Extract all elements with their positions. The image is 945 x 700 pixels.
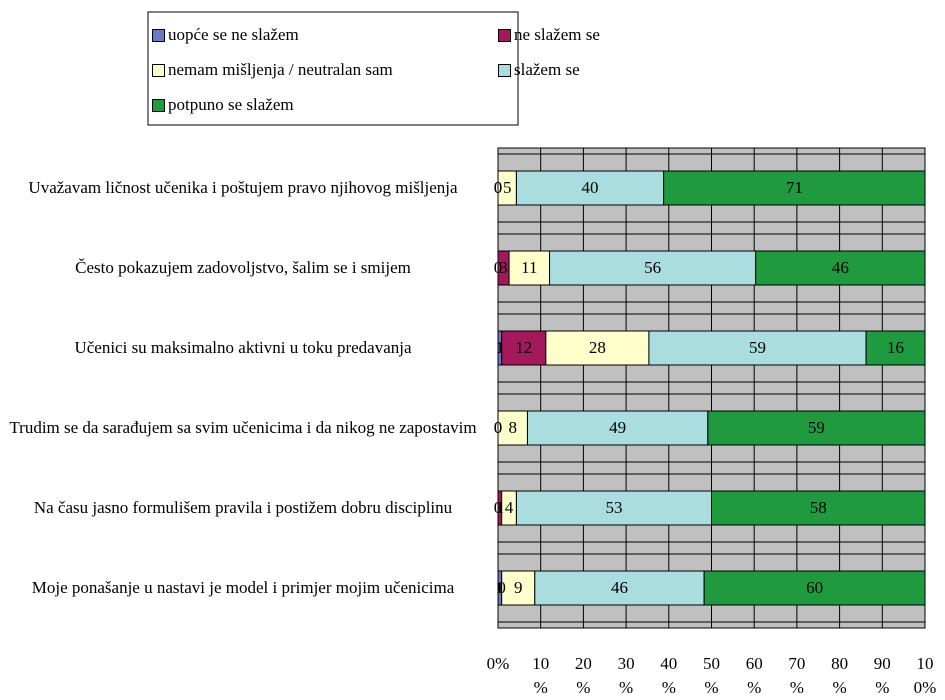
category-label: Uvažavam ličnost učenika i poštujem prav… [28, 178, 458, 197]
bar-segment [497, 410, 528, 446]
x-tick-label: 0% [486, 654, 510, 673]
bar-segment [501, 330, 547, 366]
bar-segment [501, 570, 536, 606]
x-tick-label: 40 % [660, 654, 678, 697]
category-label: Na času jasno formulišem pravila i posti… [33, 498, 453, 517]
x-tick-label: 50 % [703, 654, 720, 697]
data-label: 0 [494, 418, 503, 437]
data-label: 49 [609, 418, 626, 437]
data-label: 0 [494, 418, 503, 437]
plot-frame [497, 147, 926, 629]
bar-segment [648, 330, 867, 366]
x-tick-label: 10 0% [913, 654, 937, 697]
data-label: 0 [494, 258, 503, 277]
x-tick-label: 30 % [617, 654, 635, 697]
data-label: 71 [786, 178, 803, 197]
data-label: 1 [496, 578, 505, 597]
data-label: 0 [494, 178, 503, 197]
bar-segment [515, 170, 665, 206]
bar-segment [549, 250, 757, 286]
data-label: 59 [808, 418, 825, 437]
data-label: 59 [749, 338, 766, 357]
data-label: 16 [887, 338, 904, 357]
x-tick-label: 80 % [831, 654, 849, 697]
data-label: 58 [810, 498, 827, 517]
legend-label: slažem se [514, 60, 580, 79]
x-tick-label: 20 % [574, 654, 592, 697]
bar-segment [545, 330, 650, 366]
data-label: 0 [497, 578, 506, 597]
data-label: 28 [589, 338, 606, 357]
data-label: 46 [611, 578, 628, 597]
legend-label: uopće se ne slažem [168, 25, 299, 44]
data-label: 0 [494, 178, 503, 197]
data-label: 1 [496, 498, 505, 517]
legend-label: ne slažem se [514, 25, 600, 44]
data-label: 40 [582, 178, 599, 197]
bar-segment [526, 410, 709, 446]
bar-segment [703, 570, 926, 606]
category-label: Učenici su maksimalno aktivni u toku pre… [74, 338, 412, 357]
data-label: 53 [605, 498, 622, 517]
bar-segment [508, 250, 551, 286]
legend-swatch [498, 64, 511, 77]
legend-swatch [152, 29, 165, 42]
category-label: Moje ponašanje u nastavi je model i prim… [31, 578, 455, 597]
data-label: 9 [514, 578, 523, 597]
data-label: 0 [494, 498, 503, 517]
data-label: 56 [644, 258, 661, 277]
legend-swatch [152, 99, 165, 112]
data-label: 4 [505, 498, 514, 517]
x-tick-label: 60 % [745, 654, 763, 697]
bar-segment [711, 490, 926, 526]
legend-swatch [498, 29, 511, 42]
bar-segment [707, 410, 926, 446]
bar-segment [865, 330, 926, 366]
data-label: 12 [515, 338, 532, 357]
data-label: 8 [508, 418, 517, 437]
data-label: 60 [806, 578, 823, 597]
data-label: 3 [499, 258, 508, 277]
category-label: Često pokazujem zadovoljstvo, šalim se i… [75, 258, 411, 277]
data-label: 5 [503, 178, 512, 197]
legend-swatch [152, 64, 165, 77]
legend-label: potpuno se slažem [168, 95, 294, 114]
data-label: 1 [496, 338, 505, 357]
legend-box [147, 11, 519, 126]
x-tick-label: 90 % [873, 654, 891, 697]
x-tick-label: 70 % [788, 654, 806, 697]
category-label: Trudim se da sarađujem sa svim učenicima… [9, 418, 477, 437]
legend-label: nemam mišljenja / neutralan sam [168, 60, 393, 79]
data-label: 46 [832, 258, 849, 277]
bar-segment [663, 170, 926, 206]
x-tick-label: 10 % [532, 654, 550, 697]
bar-segment [755, 250, 926, 286]
data-label: 11 [521, 258, 537, 277]
